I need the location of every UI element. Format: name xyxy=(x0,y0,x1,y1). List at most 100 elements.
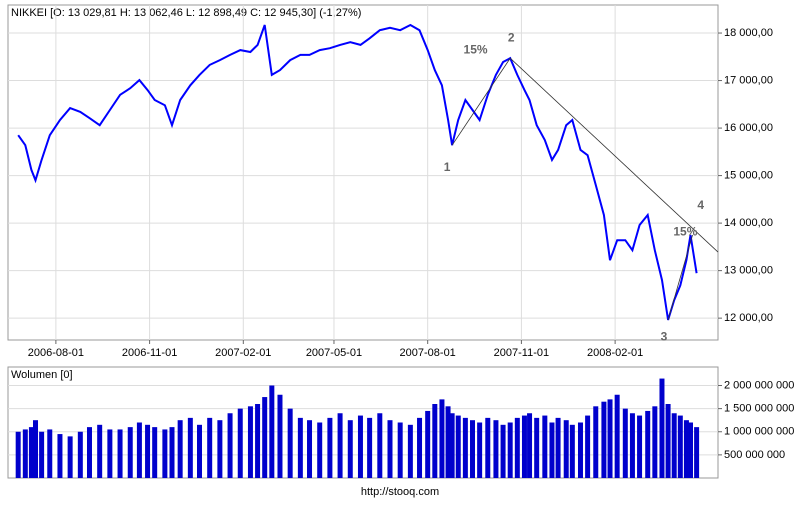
volume-bar xyxy=(217,420,223,478)
volume-bar xyxy=(659,378,665,478)
x-tick-label: 2007-11-01 xyxy=(494,347,549,359)
volume-bar xyxy=(152,427,158,478)
volume-bar xyxy=(117,429,123,478)
volume-bar xyxy=(683,420,689,478)
annotation: 2 xyxy=(508,30,515,44)
volume-bar xyxy=(347,420,353,478)
volume-bar xyxy=(337,413,343,478)
volume-bar xyxy=(255,404,261,478)
x-tick-label: 2008-02-01 xyxy=(587,347,643,359)
volume-bar xyxy=(145,424,151,478)
volume-bar xyxy=(417,417,423,478)
volume-bar xyxy=(455,415,461,478)
y-tick-label: 17 000,00 xyxy=(724,74,773,86)
volume-bar xyxy=(652,406,658,478)
volume-bar xyxy=(57,434,63,478)
y-tick-label: 1 500 000 000 xyxy=(724,403,794,415)
annotation: 4 xyxy=(697,198,704,212)
volume-bar xyxy=(527,413,533,478)
volume-bar xyxy=(645,410,651,478)
volume-bar xyxy=(507,422,513,478)
annotation: 3 xyxy=(661,329,668,343)
volume-bar xyxy=(97,424,103,478)
volume-bar xyxy=(377,413,383,478)
volume-bar xyxy=(86,427,92,478)
trend-line xyxy=(451,57,511,146)
volume-bar xyxy=(569,424,575,478)
volume-bar xyxy=(197,424,203,478)
volume-bar xyxy=(162,429,168,478)
trend-line xyxy=(667,234,693,321)
annotation: 15% xyxy=(673,224,697,238)
volume-bar xyxy=(687,422,693,478)
volume-bar xyxy=(514,417,520,478)
volume-bar xyxy=(297,417,303,478)
volume-bar xyxy=(637,415,643,478)
volume-bar xyxy=(477,422,483,478)
y-tick-label: 12 000,00 xyxy=(724,312,773,324)
volume-bar xyxy=(629,413,635,478)
volume-bar xyxy=(614,394,620,478)
volume-bar xyxy=(470,420,476,478)
volume-bar xyxy=(462,417,468,478)
volume-bar xyxy=(534,417,540,478)
volume-bar xyxy=(247,406,253,478)
volume-bar xyxy=(136,422,142,478)
plot-area xyxy=(7,4,719,341)
volume-bar xyxy=(677,415,683,478)
volume-bar xyxy=(28,427,34,478)
x-tick-label: 2007-08-01 xyxy=(400,347,456,359)
volume-bar xyxy=(665,404,671,478)
volume-bar xyxy=(169,427,175,478)
x-tick-label: 2007-02-01 xyxy=(215,347,271,359)
volume-bar xyxy=(407,424,413,478)
y-tick-label: 2 000 000 000 xyxy=(724,379,794,391)
volume-bar xyxy=(307,420,313,478)
volume-bar xyxy=(227,413,233,478)
y-tick-label: 1 000 000 000 xyxy=(724,426,794,438)
volume-bar xyxy=(22,429,28,478)
volume-bar xyxy=(593,406,599,478)
volume-bar xyxy=(432,404,438,478)
volume-bar xyxy=(269,385,275,478)
volume-bar xyxy=(521,415,527,478)
volume-bar xyxy=(601,401,607,478)
volume-bar xyxy=(67,436,73,478)
volume-bar xyxy=(287,408,293,478)
volume-bar xyxy=(694,427,700,478)
annotation: 1 xyxy=(444,160,451,174)
volume-bar xyxy=(107,429,113,478)
x-tick-label: 2006-08-01 xyxy=(28,347,84,359)
volume-bar xyxy=(15,431,21,478)
panel-title: NIKKEI [O: 13 029,81 H: 13 062,46 L: 12 … xyxy=(11,7,361,19)
volume-bar xyxy=(577,422,583,478)
volume-bar xyxy=(367,417,373,478)
footer: http://stooq.com xyxy=(361,486,439,498)
y-tick-label: 13 000,00 xyxy=(724,265,773,277)
volume-bar xyxy=(485,417,491,478)
volume-bar xyxy=(500,424,506,478)
volume-bar xyxy=(127,427,133,478)
y-tick-label: 18 000,00 xyxy=(724,27,773,39)
y-tick-label: 500 000 000 xyxy=(724,449,785,461)
volume-bar xyxy=(327,417,333,478)
volume-bar xyxy=(449,413,455,478)
volume-bar xyxy=(187,417,193,478)
volume-bar xyxy=(439,399,445,478)
volume-bar xyxy=(262,397,268,478)
volume-bar xyxy=(357,415,363,478)
annotation: 15% xyxy=(464,42,488,56)
volume-bar xyxy=(39,431,45,478)
volume-bar xyxy=(555,417,561,478)
volume-bar xyxy=(585,415,591,478)
volume-bar xyxy=(77,431,83,478)
y-tick-label: 16 000,00 xyxy=(724,122,773,134)
y-tick-label: 15 000,00 xyxy=(724,169,773,181)
price-line xyxy=(17,23,698,321)
volume-bar xyxy=(397,422,403,478)
volume-bar xyxy=(47,429,53,478)
volume-bar xyxy=(445,406,451,478)
x-tick-label: 2006-11-01 xyxy=(122,347,177,359)
